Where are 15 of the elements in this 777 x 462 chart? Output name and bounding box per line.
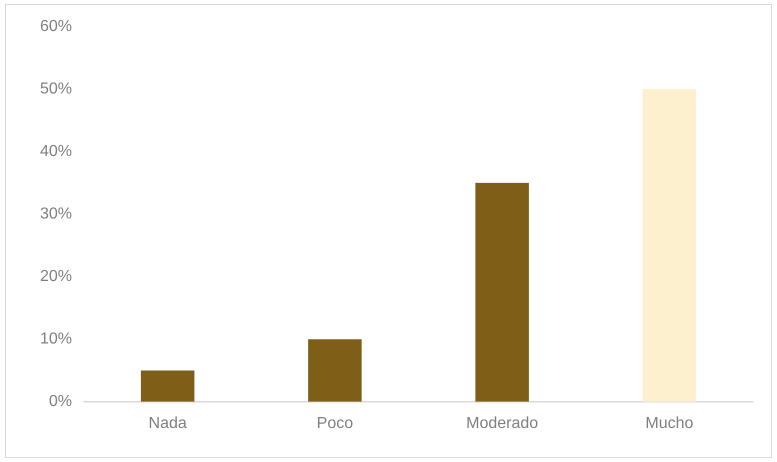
x-tick-label: Moderado — [466, 414, 538, 432]
y-tick-label: 10% — [40, 330, 72, 348]
bar — [140, 370, 194, 402]
y-tick-label: 20% — [40, 268, 72, 286]
bar — [308, 339, 362, 402]
x-tick-label: Nada — [148, 414, 187, 432]
y-tick-label: 40% — [40, 143, 72, 160]
y-tick-label: 60% — [40, 18, 72, 36]
x-tick-label: Mucho — [645, 414, 694, 432]
y-tick-label: 50% — [40, 80, 72, 98]
y-tick-label: 30% — [40, 206, 72, 223]
bar — [642, 89, 696, 402]
x-tick-label: Poco — [316, 414, 354, 432]
bar — [475, 182, 529, 402]
y-tick-label: 0% — [48, 393, 72, 410]
